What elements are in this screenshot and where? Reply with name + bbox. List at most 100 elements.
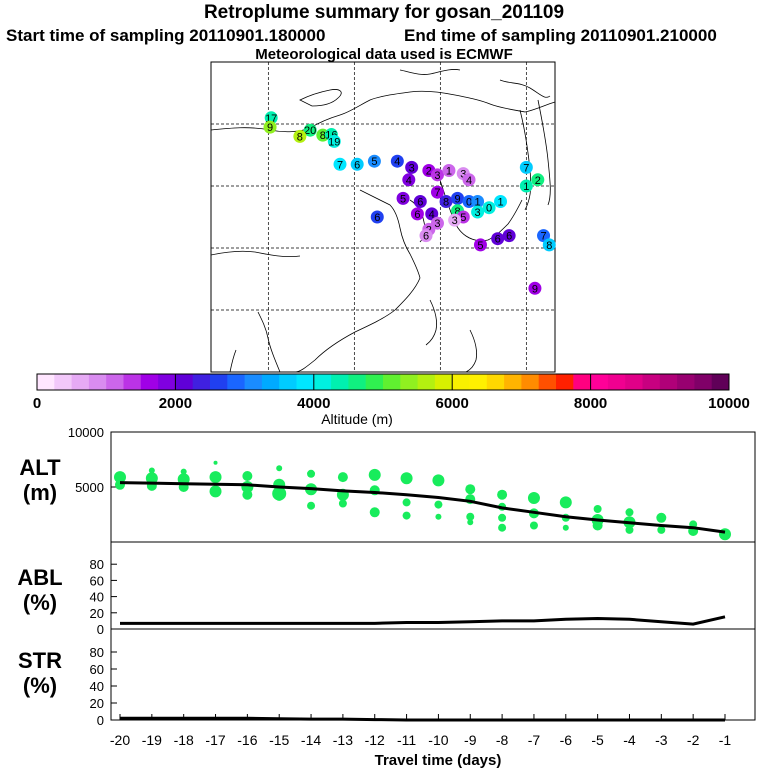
str-tick-label: 0 [97,713,104,728]
alt-label: ALT [19,455,61,480]
colorbar-box [521,374,540,390]
map-point-label: 4 [429,209,435,221]
coast-kamchatka [537,99,551,206]
x-tick-label: -14 [301,732,321,748]
x-tick-label: -20 [110,732,130,748]
map-point [293,129,307,143]
colorbar-tick: 6000 [436,395,469,412]
met-data-label: Meteorological data used is ECMWF [255,46,513,63]
map-point [491,232,505,246]
map-point-label: 5 [460,212,466,224]
colorbar-box [365,374,384,390]
map-point-label: 8 [297,131,303,143]
map-point [494,195,508,208]
map-point-label: 6 [414,209,420,221]
abl-line [120,615,726,626]
alt-scatter-point [400,472,413,485]
alt-scatter-point [275,492,284,501]
alt-scatter-point [307,501,316,510]
map-point [333,157,347,171]
x-tick-label: -16 [237,732,257,748]
alt-scatter-point [657,525,666,534]
colorbar-box [677,374,695,390]
map-point-label: 3 [434,170,440,182]
map-point [430,168,444,182]
x-tick-label: -8 [496,732,509,748]
map-point [542,238,556,252]
map-point-label: 7 [434,187,440,199]
map-point [303,123,317,137]
map-point [519,160,533,174]
map-point [531,173,545,187]
colorbar-box [590,374,609,390]
coast-peninsula [229,349,237,373]
str-tick-label: 20 [90,696,104,711]
alt-scatter-point [625,525,634,534]
alt-scatter-point [276,465,283,472]
alt-scatter-point [368,468,381,481]
colorbar-box [486,374,505,390]
alt-scatter-point [465,484,476,495]
x-tick-label: -19 [142,732,162,748]
map-point-label: 6 [495,234,501,246]
alt-scatter-point [209,471,222,484]
colorbar-box [538,374,557,390]
coast-lake [299,89,342,107]
alt-scatter-point [435,513,442,520]
colorbar-box [296,374,315,390]
map-point [413,195,427,208]
colorbar-box [279,374,297,390]
x-tick-label: -6 [560,732,573,748]
map-point [425,207,439,221]
alt-scatter-point [625,508,634,517]
map-point [350,157,364,171]
coast-taiwan [425,299,438,346]
colorbar-box [607,374,626,390]
end-time-label: End time of sampling 20110901.210000 [404,26,717,45]
colorbar-box [711,374,730,390]
alt-scatter-point [656,512,667,523]
abl-tick-label: 0 [97,622,104,637]
map-point-label: 20 [304,125,316,137]
alt-scatter-point [498,513,507,522]
map-point-label: 6 [506,231,512,243]
str-label: STR [18,648,62,673]
x-tick-label: -17 [205,732,225,748]
map-point [537,229,551,243]
alt-scatter-point [529,521,538,530]
map-point-label: 4 [394,156,400,168]
x-tick-label: -11 [397,732,416,748]
x-tick-label: -18 [174,732,194,748]
map-point-label: 6 [354,159,360,171]
coast-china-east [359,189,421,279]
x-tick-label: -9 [464,732,477,748]
colorbar-box [556,374,574,390]
altitude-panel: ALT (m) 10000 5000 [19,425,756,543]
colorbar-box [210,374,228,390]
map-point-label: 0 [466,197,472,209]
map-point-label: 2 [535,175,541,187]
map-point [448,213,462,227]
map-point [419,229,433,243]
map-point [462,173,476,187]
map-point-label: 0 [486,203,492,215]
alt-scatter-point [497,489,508,500]
map-point [263,120,277,134]
alt-scatter-point [593,505,602,513]
map-point-label: 3 [452,215,458,227]
colorbar-box [37,374,55,390]
trajectory-points: 1792088161976543423134567890164326830112… [263,111,556,295]
alt-scatter-points [114,460,731,541]
x-tick-label: -1 [719,732,732,748]
alt-scatter-point [369,507,380,518]
map-point [405,160,419,174]
altitude-colorbar: 0 2000 4000 6000 8000 10000 Altitude (m) [33,373,750,427]
alt-scatter-point [432,474,445,487]
colorbar-box [192,374,211,390]
alt-scatter-point [209,485,222,498]
x-tick-label: -10 [428,732,448,748]
colorbar-label: Altitude (m) [321,411,393,427]
alt-scatter-point [467,519,474,526]
